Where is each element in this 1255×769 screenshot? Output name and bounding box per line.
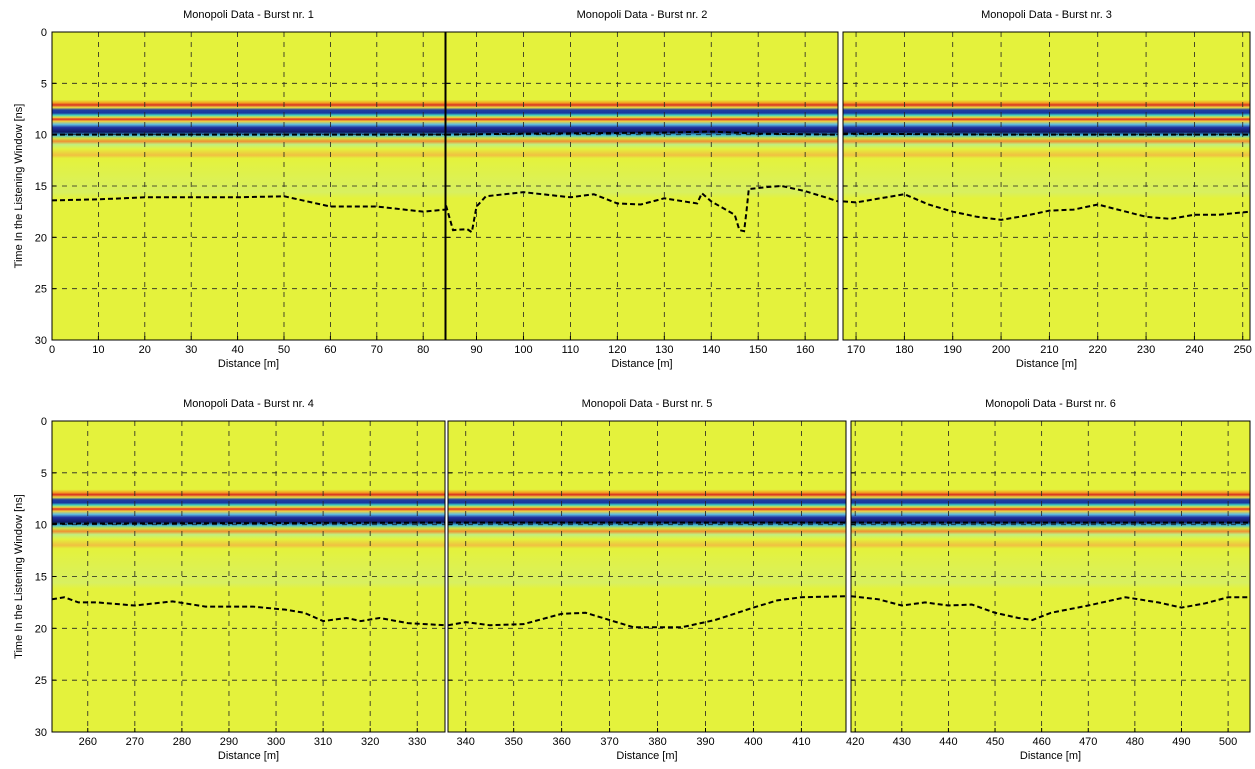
x-tick-label: 40 (231, 344, 243, 356)
x-tick-label: 430 (893, 736, 911, 748)
x-axis-label: Distance [m] (218, 358, 279, 370)
x-tick-label: 490 (1172, 736, 1190, 748)
y-tick-label: 20 (35, 232, 47, 244)
x-tick-label: 290 (220, 736, 238, 748)
panel-title: Monopoli Data - Burst nr. 4 (183, 398, 314, 410)
x-axis-label: Distance [m] (1020, 750, 1081, 762)
radargram (851, 421, 1250, 732)
y-tick-label: 5 (41, 468, 47, 480)
y-tick-label: 15 (35, 181, 47, 193)
panel-title: Monopoli Data - Burst nr. 2 (577, 9, 708, 21)
x-tick-label: 110 (562, 344, 580, 356)
y-tick-label: 15 (35, 572, 47, 584)
y-tick-label: 25 (35, 284, 47, 296)
x-tick-label: 190 (944, 344, 962, 356)
x-tick-label: 420 (846, 736, 864, 748)
x-tick-label: 70 (371, 344, 383, 356)
y-tick-label: 10 (35, 130, 47, 142)
y-tick-label: 30 (35, 727, 47, 739)
y-tick-label: 30 (35, 335, 47, 347)
panel: Monopoli Data - Burst nr. 4 260 270 280 290 3… (13, 398, 445, 762)
y-axis-label: Time In the Listening Window [ns] (13, 494, 25, 659)
x-tick-label: 460 (1032, 736, 1050, 748)
x-tick-label: 0 (49, 344, 55, 356)
figure: Monopoli Data - Burst nr. 10102030405060… (0, 0, 1255, 769)
y-tick-label: 0 (41, 416, 47, 428)
y-tick-label: 0 (41, 27, 47, 39)
x-tick-label: 260 (79, 736, 97, 748)
y-tick-label: 10 (35, 520, 47, 532)
x-tick-label: 450 (986, 736, 1004, 748)
x-tick-label: 320 (361, 736, 379, 748)
x-tick-label: 390 (696, 736, 714, 748)
y-tick-label: 20 (35, 623, 47, 635)
x-tick-label: 90 (470, 344, 482, 356)
x-tick-label: 410 (792, 736, 810, 748)
x-axis-label: Distance [m] (1016, 358, 1077, 370)
panel-title: Monopoli Data - Burst nr. 1 (183, 9, 314, 21)
x-tick-label: 130 (655, 344, 673, 356)
x-tick-label: 350 (505, 736, 523, 748)
x-tick-label: 470 (1079, 736, 1097, 748)
y-tick-label: 25 (35, 675, 47, 687)
panel-title: Monopoli Data - Burst nr. 3 (981, 9, 1112, 21)
x-axis-label: Distance [m] (616, 750, 677, 762)
x-axis-label: Distance [m] (218, 750, 279, 762)
x-tick-label: 330 (408, 736, 426, 748)
y-tick-label: 5 (41, 78, 47, 90)
x-tick-label: 60 (324, 344, 336, 356)
panel: Monopoli Data - Burst nr. 3 170 180 190 200 2… (843, 9, 1252, 370)
x-tick-label: 20 (139, 344, 151, 356)
x-tick-label: 180 (895, 344, 913, 356)
x-tick-label: 50 (278, 344, 290, 356)
y-axis-label: Time In the Listening Window [ns] (13, 104, 25, 269)
x-tick-label: 480 (1126, 736, 1144, 748)
x-tick-label: 140 (702, 344, 720, 356)
x-tick-label: 120 (608, 344, 626, 356)
x-tick-label: 400 (744, 736, 762, 748)
x-tick-label: 340 (457, 736, 475, 748)
x-tick-label: 210 (1040, 344, 1058, 356)
panel-title: Monopoli Data - Burst nr. 6 (985, 398, 1116, 410)
x-tick-label: 360 (552, 736, 570, 748)
x-tick-label: 160 (796, 344, 814, 356)
x-tick-label: 440 (939, 736, 957, 748)
radargram (448, 421, 846, 732)
x-tick-label: 230 (1137, 344, 1155, 356)
x-tick-label: 100 (514, 344, 532, 356)
x-tick-label: 300 (267, 736, 285, 748)
x-tick-label: 240 (1185, 344, 1203, 356)
x-tick-label: 370 (600, 736, 618, 748)
x-axis-label: Distance [m] (611, 358, 672, 370)
x-tick-label: 270 (126, 736, 144, 748)
x-tick-label: 310 (314, 736, 332, 748)
x-tick-label: 150 (749, 344, 767, 356)
x-tick-label: 80 (417, 344, 429, 356)
page: Monopoli Data - Burst nr. 10102030405060… (0, 0, 1255, 769)
x-tick-label: 10 (92, 344, 104, 356)
x-tick-label: 200 (992, 344, 1010, 356)
x-tick-label: 30 (185, 344, 197, 356)
panel: Monopoli Data - Burst nr. 6 420 430 440 450 4… (846, 398, 1250, 762)
x-tick-label: 170 (847, 344, 865, 356)
panel-title: Monopoli Data - Burst nr. 5 (582, 398, 713, 410)
x-tick-label: 380 (648, 736, 666, 748)
x-tick-label: 250 (1234, 344, 1252, 356)
panel: Monopoli Data - Burst nr. 2 90 100 110 120 13… (446, 9, 838, 370)
x-tick-label: 280 (173, 736, 191, 748)
x-tick-label: 500 (1219, 736, 1237, 748)
x-tick-label: 220 (1089, 344, 1107, 356)
panel: Monopoli Data - Burst nr. 5 340 350 360 370 3… (448, 398, 846, 762)
